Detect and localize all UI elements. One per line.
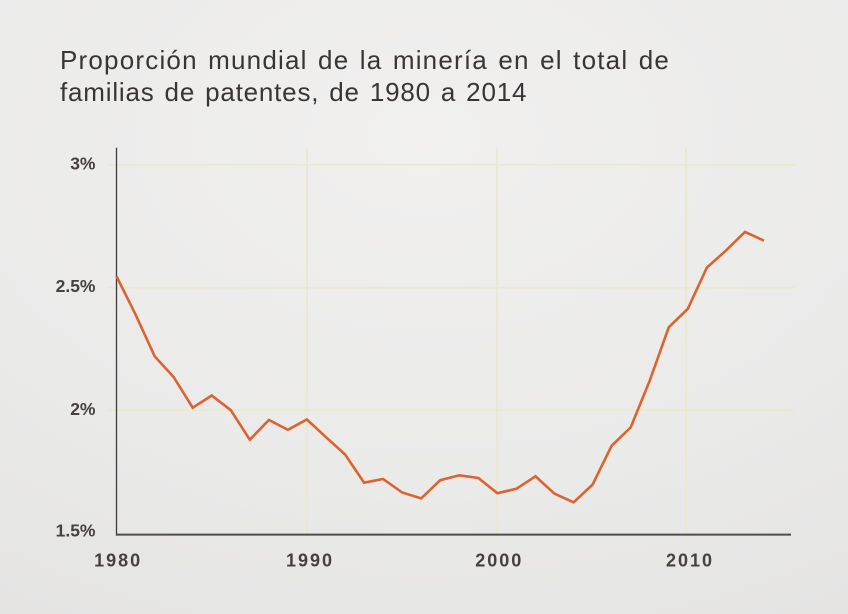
svg-text:1.5%: 1.5% [56, 521, 96, 541]
svg-text:2000: 2000 [475, 551, 523, 571]
svg-text:3%: 3% [70, 153, 96, 173]
svg-text:1980: 1980 [94, 551, 142, 571]
svg-text:2010: 2010 [666, 551, 714, 571]
svg-text:2.5%: 2.5% [56, 276, 96, 296]
svg-text:2%: 2% [70, 399, 96, 419]
svg-text:1990: 1990 [286, 551, 334, 571]
